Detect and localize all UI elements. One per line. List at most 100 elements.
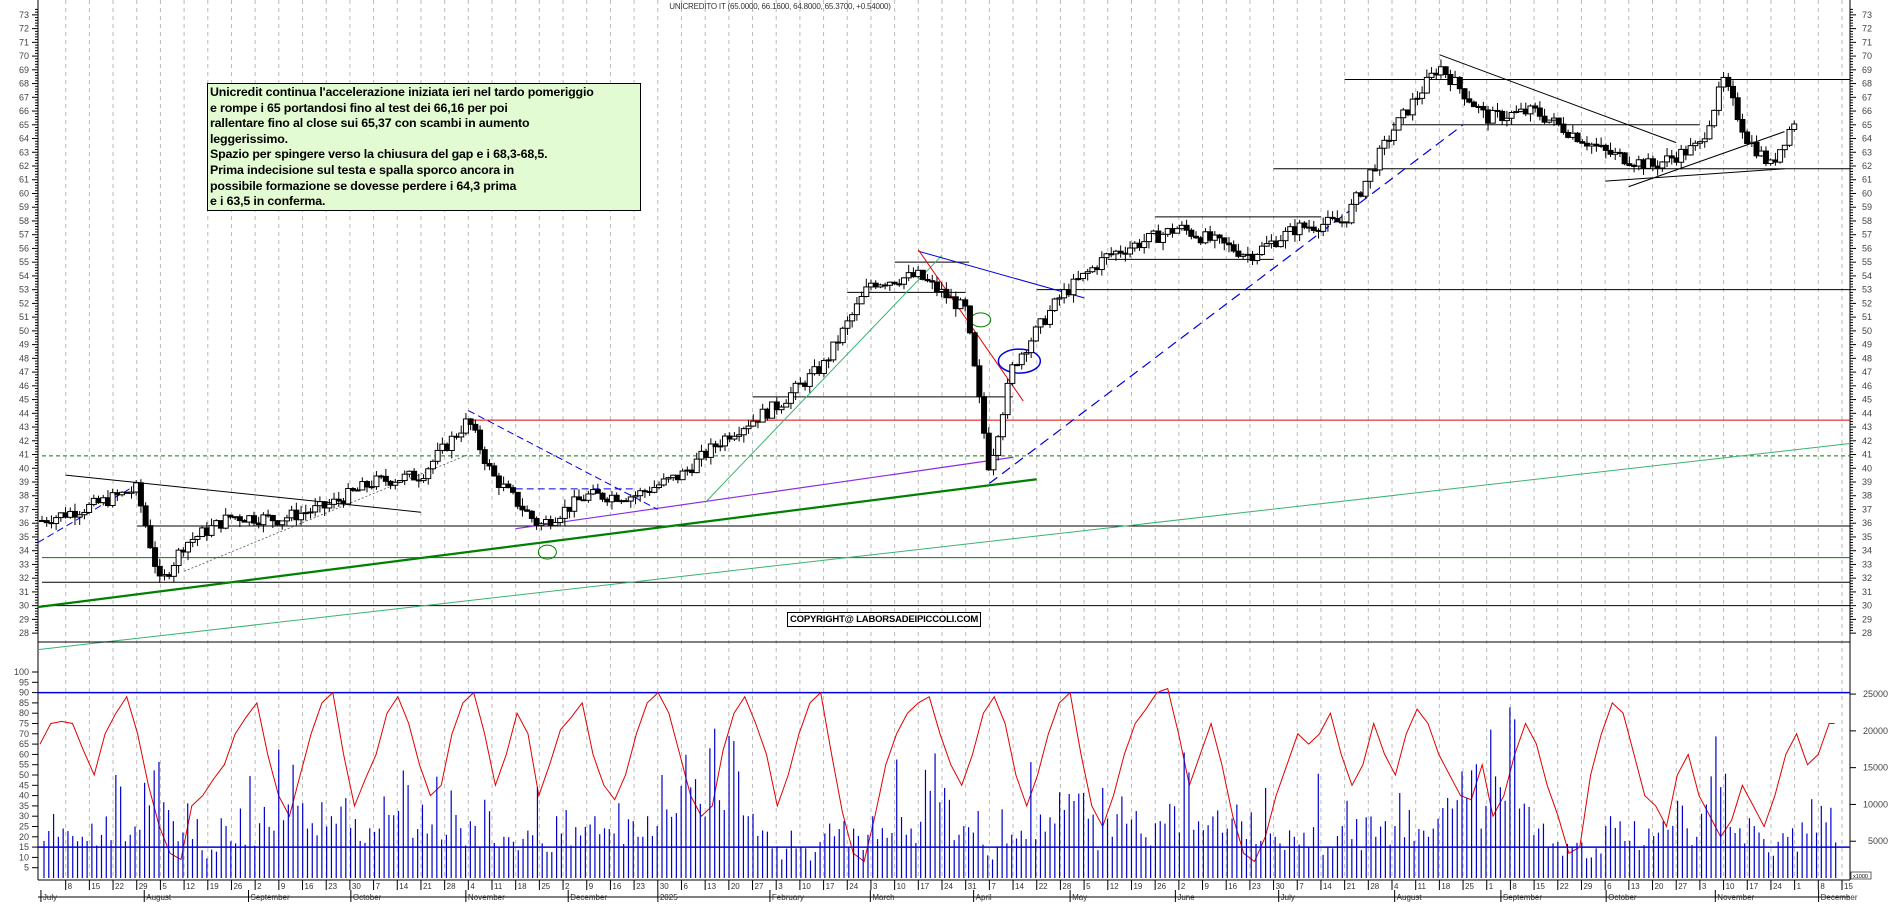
oscillator-panel: 5101520253035404550556065707580859095100… <box>14 641 1888 880</box>
svg-text:31: 31 <box>1862 587 1872 597</box>
support-resistance-levels <box>42 78 1850 607</box>
svg-text:March: March <box>872 893 894 902</box>
svg-text:21: 21 <box>423 882 432 891</box>
svg-text:41: 41 <box>19 450 29 460</box>
svg-text:February: February <box>772 893 804 902</box>
note-line: e rompe i 65 portandosi fino al test dei… <box>210 100 508 115</box>
svg-text:24: 24 <box>944 882 953 891</box>
svg-text:28: 28 <box>1370 882 1379 891</box>
svg-text:5: 5 <box>162 882 167 891</box>
svg-text:1: 1 <box>1797 882 1802 891</box>
svg-text:59: 59 <box>19 202 29 212</box>
svg-text:39: 39 <box>19 477 29 487</box>
svg-text:4: 4 <box>1394 882 1399 891</box>
svg-text:40: 40 <box>19 463 29 473</box>
svg-text:53: 53 <box>19 285 29 295</box>
svg-text:7: 7 <box>1299 882 1304 891</box>
svg-text:66: 66 <box>1862 106 1872 116</box>
svg-text:13: 13 <box>1631 882 1640 891</box>
svg-text:15000: 15000 <box>1863 763 1888 773</box>
svg-text:35: 35 <box>19 801 29 811</box>
svg-text:61: 61 <box>1862 175 1872 185</box>
svg-text:21: 21 <box>1347 882 1356 891</box>
svg-text:8: 8 <box>1820 882 1825 891</box>
svg-text:October: October <box>1608 893 1637 902</box>
svg-text:34: 34 <box>19 546 29 556</box>
svg-text:4: 4 <box>470 882 475 891</box>
svg-text:16: 16 <box>1228 882 1237 891</box>
svg-text:42: 42 <box>1862 436 1872 446</box>
svg-text:39: 39 <box>1862 477 1872 487</box>
svg-text:70: 70 <box>1862 51 1872 61</box>
svg-text:47: 47 <box>1862 367 1872 377</box>
svg-text:65: 65 <box>1862 120 1872 130</box>
svg-text:47: 47 <box>19 367 29 377</box>
svg-text:45: 45 <box>19 780 29 790</box>
svg-text:50: 50 <box>19 770 29 780</box>
svg-text:70: 70 <box>19 729 29 739</box>
svg-text:63: 63 <box>1862 147 1872 157</box>
svg-text:59: 59 <box>1862 202 1872 212</box>
svg-text:17: 17 <box>920 882 929 891</box>
svg-text:1: 1 <box>1489 882 1494 891</box>
trendlines <box>37 54 1851 651</box>
note-line: e i 63,5 in conferma. <box>210 194 326 209</box>
svg-text:56: 56 <box>1862 243 1872 253</box>
svg-text:8: 8 <box>68 882 73 891</box>
svg-text:69: 69 <box>1862 65 1872 75</box>
svg-text:25: 25 <box>19 822 29 832</box>
svg-text:30: 30 <box>19 601 29 611</box>
svg-text:September: September <box>1503 893 1542 902</box>
svg-text:22: 22 <box>1560 882 1569 891</box>
svg-text:66: 66 <box>19 106 29 116</box>
svg-text:67: 67 <box>1862 92 1872 102</box>
svg-text:68: 68 <box>19 79 29 89</box>
svg-text:64: 64 <box>19 134 29 144</box>
svg-text:15: 15 <box>1536 882 1545 891</box>
svg-text:29: 29 <box>139 882 148 891</box>
svg-text:52: 52 <box>1862 298 1872 308</box>
svg-text:25: 25 <box>541 882 550 891</box>
svg-text:7: 7 <box>376 882 381 891</box>
svg-text:44: 44 <box>1862 408 1872 418</box>
svg-text:17: 17 <box>1749 882 1758 891</box>
svg-text:45: 45 <box>1862 395 1872 405</box>
svg-text:22: 22 <box>115 882 124 891</box>
svg-text:June: June <box>1177 893 1195 902</box>
svg-text:7: 7 <box>991 882 996 891</box>
svg-text:70: 70 <box>19 51 29 61</box>
svg-text:51: 51 <box>1862 312 1872 322</box>
svg-text:63: 63 <box>19 147 29 157</box>
svg-text:71: 71 <box>19 37 29 47</box>
note-line: Prima indecisione sul testa e spalla spo… <box>210 162 514 177</box>
svg-text:25: 25 <box>1465 882 1474 891</box>
svg-text:50: 50 <box>19 326 29 336</box>
svg-text:62: 62 <box>19 161 29 171</box>
svg-text:3: 3 <box>873 882 878 891</box>
svg-text:23: 23 <box>636 882 645 891</box>
svg-text:27: 27 <box>1678 882 1687 891</box>
svg-text:53: 53 <box>1862 285 1872 295</box>
svg-text:45: 45 <box>19 395 29 405</box>
svg-text:3: 3 <box>778 882 783 891</box>
svg-text:38: 38 <box>19 491 29 501</box>
svg-text:20: 20 <box>731 882 740 891</box>
svg-text:30: 30 <box>19 811 29 821</box>
svg-text:48: 48 <box>1862 353 1872 363</box>
svg-text:18: 18 <box>518 882 527 891</box>
svg-text:28: 28 <box>1862 628 1872 638</box>
svg-text:30: 30 <box>352 882 361 891</box>
svg-text:32: 32 <box>1862 573 1872 583</box>
svg-text:28: 28 <box>19 628 29 638</box>
note-line: Unicredit continua l'accelerazione inizi… <box>210 85 594 99</box>
svg-text:38: 38 <box>1862 491 1872 501</box>
svg-text:43: 43 <box>19 422 29 432</box>
svg-text:November: November <box>1717 893 1754 902</box>
svg-text:28: 28 <box>1062 882 1071 891</box>
svg-text:November: November <box>468 893 505 902</box>
svg-text:December: December <box>1821 893 1858 902</box>
svg-text:55: 55 <box>19 257 29 267</box>
svg-text:2: 2 <box>1181 882 1186 891</box>
svg-text:41: 41 <box>1862 450 1872 460</box>
svg-text:15: 15 <box>19 842 29 852</box>
